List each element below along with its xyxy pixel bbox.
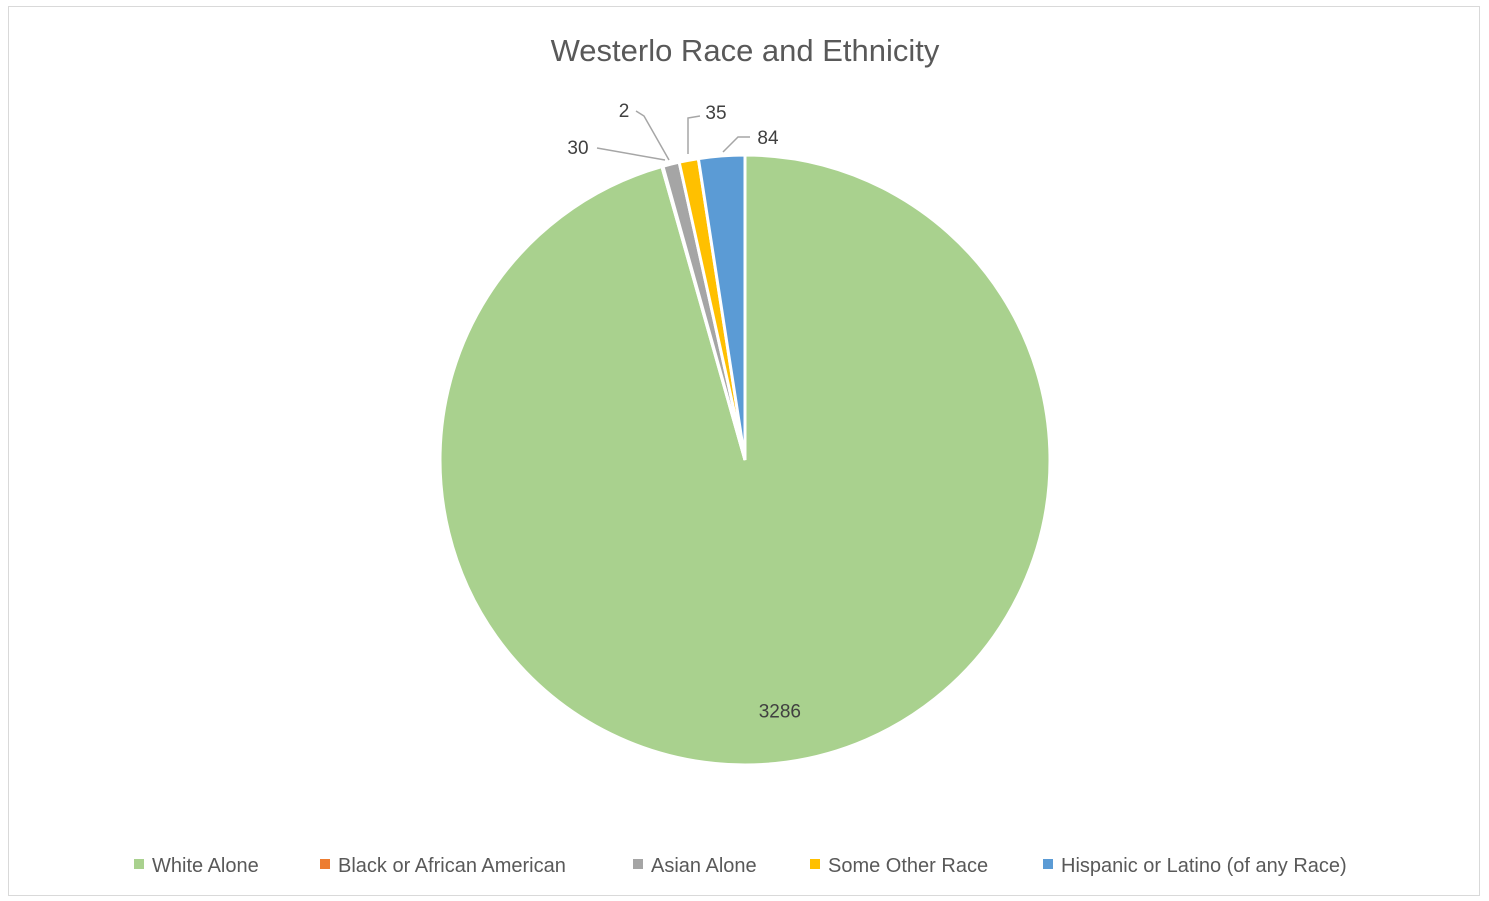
legend-item-black-or-african-american: Black or African American [320, 855, 566, 877]
legend-item-white-alone: White Alone [134, 855, 259, 877]
legend-label-some-other-race: Some Other Race [828, 855, 988, 877]
chart-title: Westerlo Race and Ethnicity [551, 33, 940, 68]
leader-line-some-other-race [688, 116, 700, 154]
legend-item-asian-alone: Asian Alone [633, 855, 757, 877]
legend-label-asian-alone: Asian Alone [651, 855, 757, 877]
legend-item-hispanic-or-latino-of-any-race: Hispanic or Latino (of any Race) [1043, 855, 1347, 877]
leader-line-hispanic-or-latino-of-any-race [723, 137, 750, 152]
data-label-some-other-race: 35 [705, 103, 726, 124]
legend-label-white-alone: White Alone [152, 855, 259, 877]
legend-swatch-white-alone [134, 859, 144, 869]
data-label-asian-alone: 30 [567, 138, 588, 159]
legend-swatch-asian-alone [633, 859, 643, 869]
leader-line-asian-alone [597, 148, 665, 160]
legend: White Alone Black or African American Asia… [134, 855, 1347, 877]
leader-line-black-or-african-american [636, 111, 669, 160]
data-label-hispanic-or-latino-of-any-race: 84 [757, 128, 779, 149]
legend-item-some-other-race: Some Other Race [810, 855, 988, 877]
legend-swatch-hispanic-or-latino-of-any-race [1043, 859, 1053, 869]
data-label-white-alone: 3286 [759, 702, 801, 723]
legend-label-black-or-african-american: Black or African American [338, 855, 566, 877]
legend-swatch-some-other-race [810, 859, 820, 869]
legend-swatch-black-or-african-american [320, 859, 330, 869]
pie-slices [440, 155, 1050, 765]
legend-label-hispanic-or-latino-of-any-race: Hispanic or Latino (of any Race) [1061, 855, 1347, 877]
data-label-black-or-african-american: 2 [619, 101, 630, 122]
